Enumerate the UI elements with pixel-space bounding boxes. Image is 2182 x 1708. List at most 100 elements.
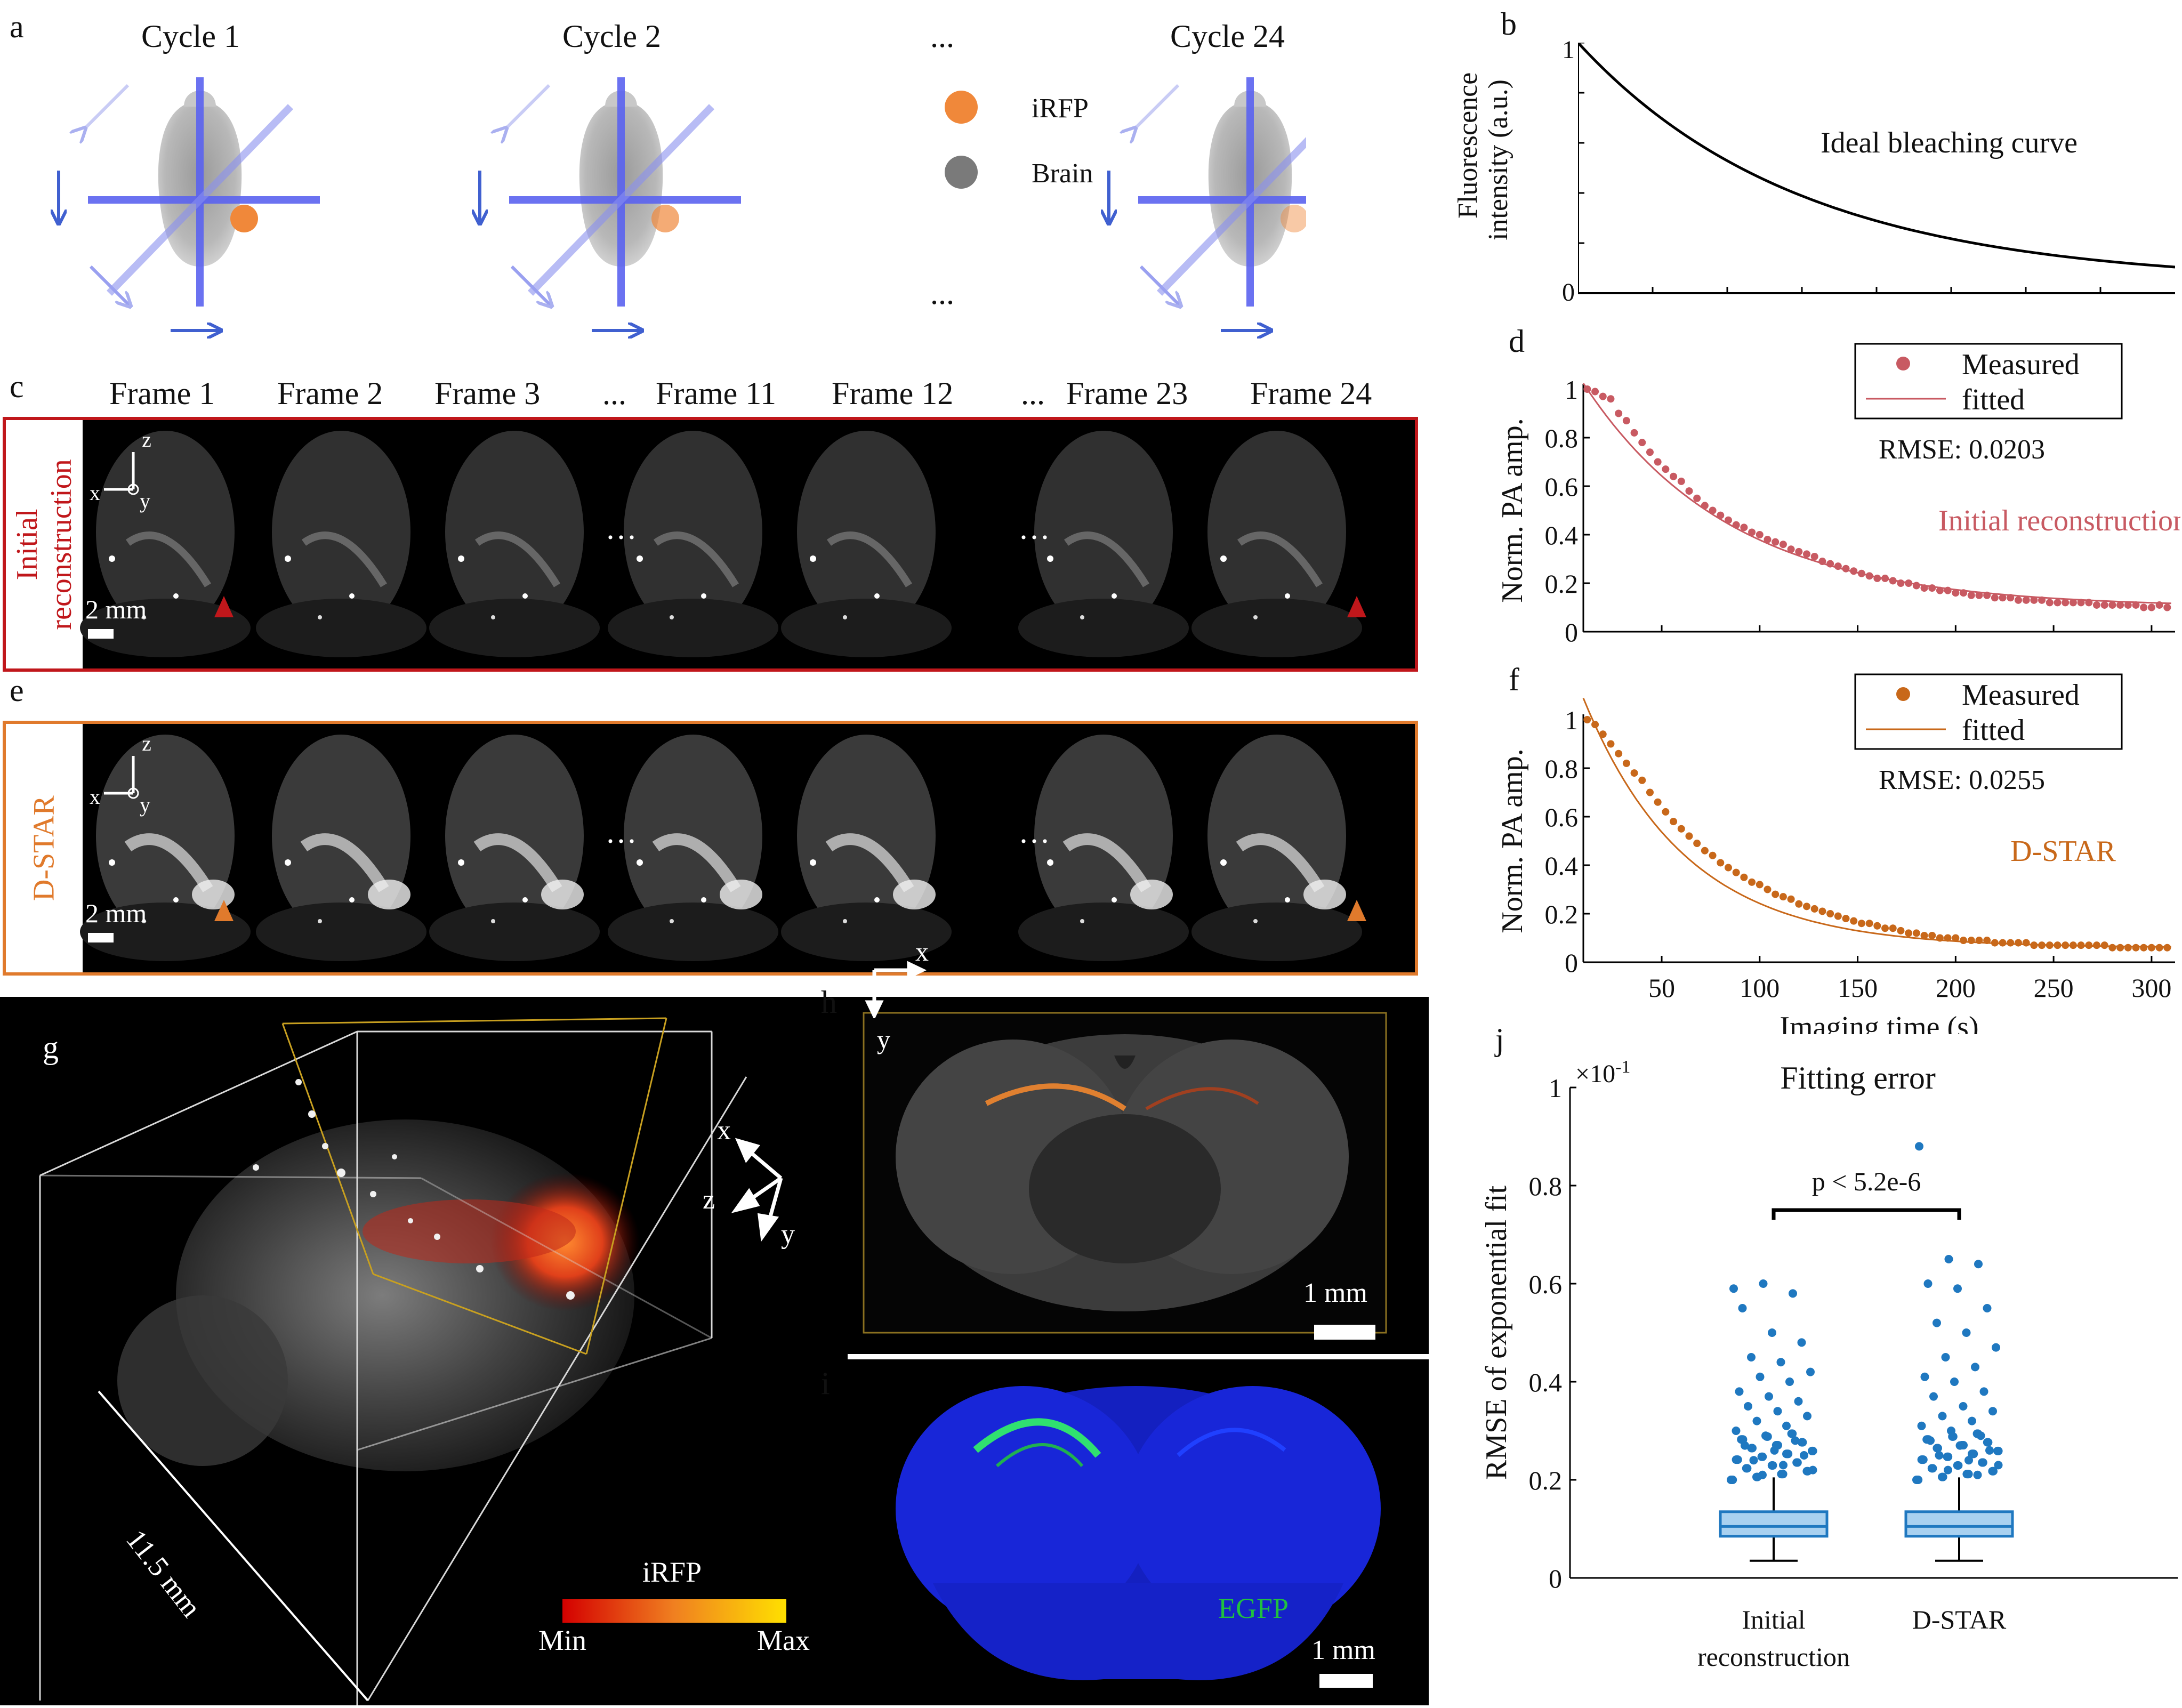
rmse-text: RMSE: 0.0255 <box>1879 765 2045 795</box>
y-tick-label-3: 0.6 <box>1529 1269 1563 1299</box>
data-point-67 <box>2108 601 2116 609</box>
dense-point-37 <box>1964 1470 1973 1479</box>
axis-y-label: y <box>140 489 150 513</box>
outlier-3 <box>1738 1304 1747 1312</box>
data-point-0 <box>1583 385 1591 393</box>
legend-brain-label: Brain <box>1032 158 1093 189</box>
y-tick-label-5: 1 <box>1565 705 1578 735</box>
legend-fitted: fitted <box>1962 714 2025 747</box>
frame-label-0: Frame 1 <box>109 376 215 411</box>
outlier-17 <box>1752 1416 1761 1425</box>
data-point-40 <box>1897 579 1905 587</box>
x-tick-label-2: 150 <box>1838 973 1878 1003</box>
outlier-0 <box>1915 1142 1923 1151</box>
data-point-72 <box>2147 944 2155 952</box>
data-point-4 <box>1615 750 1623 758</box>
data-point-53 <box>1999 594 2007 602</box>
scale-bar <box>88 933 114 942</box>
data-point-59 <box>2046 941 2054 949</box>
dense-point-32 <box>1994 1446 2003 1455</box>
panel-g-image <box>0 997 848 1705</box>
y-tick-label-1: 0.2 <box>1529 1465 1563 1495</box>
dense-point-30 <box>1803 1467 1812 1476</box>
dense-point-25 <box>1748 1444 1757 1453</box>
ellipsis-top: ... <box>930 19 954 54</box>
data-point-18 <box>1724 516 1732 524</box>
data-point-7 <box>1638 776 1646 784</box>
data-point-8 <box>1646 788 1654 796</box>
outlier-6 <box>1933 1318 1941 1327</box>
y-tick-label-0: 0 <box>1565 948 1578 978</box>
data-point-58 <box>2038 596 2046 604</box>
outlier-24 <box>1985 1446 1994 1455</box>
frame-marker-0 <box>214 900 234 921</box>
y-tick-label-3: 0.6 <box>1545 472 1579 502</box>
panel-g-colorbar-title: iRFP <box>642 1556 702 1588</box>
panel-g-colorbar-max: Max <box>757 1624 810 1656</box>
data-point-44 <box>1928 584 1936 592</box>
cycle-2-title: Cycle 2 <box>562 19 661 54</box>
brain-frame-3 <box>608 735 778 961</box>
x-tick-label-0: 50 <box>1648 973 1675 1003</box>
data-point-3 <box>1607 395 1615 403</box>
data-point-25 <box>1779 541 1787 549</box>
panel-label-b: b <box>1501 6 1517 42</box>
dense-point-29 <box>1944 1452 1953 1461</box>
data-point-65 <box>2092 601 2100 609</box>
rmse-text: RMSE: 0.0203 <box>1879 434 2045 465</box>
data-point-51 <box>1983 591 1991 599</box>
x-tick-label-5: 300 <box>2131 973 2171 1003</box>
panel-i-egfp-label: EGFP <box>1218 1592 1289 1624</box>
dense-point-36 <box>1919 1455 1928 1464</box>
data-point-24 <box>1772 538 1780 546</box>
data-point-57 <box>2030 941 2038 949</box>
chart-b-plot <box>1578 43 2175 294</box>
legend-box <box>1854 673 2123 750</box>
data-point-12 <box>1677 825 1685 833</box>
dense-point-34 <box>1914 1476 1923 1484</box>
box-0 <box>1719 1279 1829 1562</box>
data-point-33 <box>1842 565 1850 573</box>
data-point-15 <box>1701 502 1709 510</box>
chart-b-ytick-0: 0 <box>1562 278 1575 307</box>
data-point-45 <box>1936 586 1944 594</box>
data-point-2 <box>1599 392 1607 400</box>
iqr-box <box>1904 1510 2014 1538</box>
chart-b-ylabel-line2: intensity (a.u.) <box>1483 79 1514 240</box>
data-point-39 <box>1889 924 1897 932</box>
data-point-57 <box>2030 596 2038 604</box>
data-point-20 <box>1740 873 1748 881</box>
data-point-42 <box>1912 929 1920 937</box>
outlier-1 <box>1944 1255 1953 1263</box>
data-point-14 <box>1693 840 1701 848</box>
axis-y-circle <box>127 787 139 799</box>
data-point-46 <box>1944 934 1952 942</box>
outlier-16 <box>1988 1407 1997 1416</box>
panel-label-e: e <box>10 673 24 708</box>
data-point-41 <box>1905 579 1913 587</box>
data-point-32 <box>1834 912 1842 920</box>
dense-point-30 <box>1989 1467 1998 1476</box>
data-point-14 <box>1693 494 1701 502</box>
data-point-13 <box>1685 487 1693 495</box>
panel-i-scale-label: 1 mm <box>1311 1635 1375 1665</box>
y-tick-label-5: 1 <box>1549 1073 1562 1103</box>
dense-point-38 <box>1924 1435 1933 1444</box>
data-point-59 <box>2046 599 2054 607</box>
panel-g-colorbar <box>562 1599 786 1623</box>
data-point-5 <box>1622 759 1630 767</box>
dense-point-24 <box>1788 1429 1797 1438</box>
y-tick-label-0: 0 <box>1549 1564 1562 1593</box>
data-point-41 <box>1905 929 1913 937</box>
outlier-26 <box>1964 1456 1973 1465</box>
data-point-25 <box>1779 893 1787 901</box>
chart-d: 0 0.2 0.4 0.6 0.8 1 Norm. PA amp. Measuredfitte… <box>1496 343 2180 647</box>
data-point-11 <box>1670 818 1678 826</box>
chart-b-ylabel: Fluorescence intensity (a.u.) <box>1453 72 1527 240</box>
method-label: Initial reconstruction <box>1938 504 2180 537</box>
data-point-6 <box>1630 769 1638 777</box>
brain-frame-6 <box>1191 735 1362 961</box>
data-point-28 <box>1803 903 1811 911</box>
data-point-9 <box>1654 798 1662 806</box>
panel-g-colorbar-min: Min <box>538 1624 587 1656</box>
